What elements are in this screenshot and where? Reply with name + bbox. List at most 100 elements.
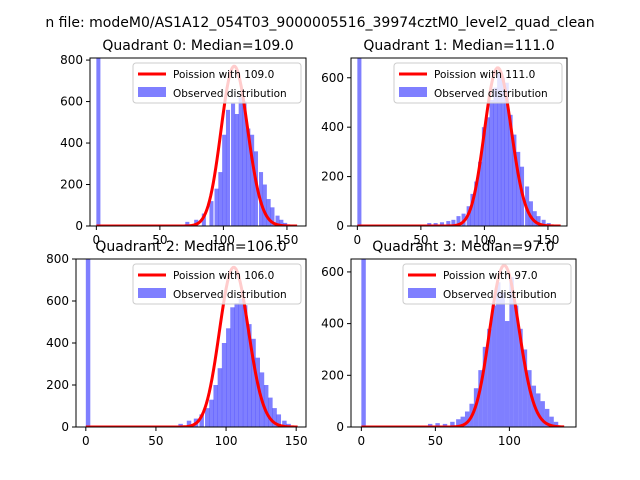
- x-tick-label: 0: [354, 233, 362, 247]
- plot-area: [361, 259, 565, 427]
- axes-frame: [350, 57, 568, 227]
- plot-area: [357, 58, 561, 226]
- histogram-bar: [238, 298, 244, 427]
- poisson-line: [85, 265, 298, 427]
- y-tick-label: 800: [46, 252, 69, 266]
- histogram-bar: [451, 219, 456, 226]
- histogram-bar: [218, 172, 223, 226]
- histogram-bar: [450, 421, 455, 427]
- legend-box: [402, 263, 572, 305]
- x-tick-label: 150: [275, 233, 298, 247]
- legend: Poission with 97.0 Observed distribution: [402, 263, 572, 305]
- histogram-bar: [96, 58, 101, 226]
- legend: Poission with 111.0 Observed distribution: [393, 62, 563, 104]
- y-tick-label: 200: [321, 368, 344, 382]
- subplot-title: Quadrant 1: Median=111.0: [363, 38, 554, 54]
- legend-poisson-label: Poission with 111.0: [434, 69, 535, 81]
- subplot-quadrant-3: Quadrant 3: Median=97.0 0 50 100 0 200 400 600 P…: [321, 239, 577, 448]
- histogram-bar: [516, 151, 521, 226]
- histogram-bar: [361, 259, 366, 427]
- histogram-bar: [85, 259, 91, 427]
- subplot-quadrant-2: Quadrant 2: Median=106.0 0 50 100 150 0 200 400…: [46, 239, 308, 448]
- y-tick-label: 400: [321, 317, 344, 331]
- histogram-bar: [470, 193, 475, 226]
- y-tick-label: 400: [46, 336, 69, 350]
- histogram-bar: [478, 161, 483, 226]
- histogram-bar: [221, 343, 227, 427]
- axes-frame: [89, 57, 307, 227]
- histogram-bar: [217, 368, 223, 427]
- y-tick-label: 600: [321, 71, 344, 85]
- subplot-title: Quadrant 0: Median=109.0: [102, 38, 293, 54]
- y-tick-label: 600: [60, 95, 83, 109]
- histogram-bar: [500, 77, 505, 226]
- histogram-bar: [456, 216, 461, 226]
- histogram-bar: [497, 72, 502, 226]
- y-tick-label: 400: [60, 136, 83, 150]
- histogram-bar: [481, 127, 486, 226]
- histogram-bar: [275, 215, 280, 226]
- histogram-bar: [209, 399, 214, 427]
- legend-histogram-label: Observed distribution: [434, 88, 548, 100]
- y-tick-label: 0: [61, 420, 69, 434]
- x-tick-label: 0: [93, 233, 101, 247]
- histogram-bar: [504, 82, 509, 226]
- histogram-bar: [491, 305, 497, 427]
- histogram-bar: [226, 328, 231, 427]
- histogram-bar: [439, 222, 445, 226]
- histogram-bar: [536, 393, 541, 427]
- x-tick-label: 50: [152, 233, 167, 247]
- histogram-bar: [536, 216, 541, 226]
- histogram-bar: [460, 416, 465, 427]
- histogram-bar: [242, 101, 247, 226]
- histogram-bar: [201, 213, 206, 226]
- histogram-bar: [541, 219, 546, 226]
- histogram-bar: [246, 128, 251, 226]
- y-tick-label: 0: [336, 219, 344, 233]
- y-tick-label: 400: [321, 120, 344, 134]
- histogram-bar: [255, 357, 260, 427]
- axes-frame: [350, 258, 577, 428]
- histogram-bar: [262, 184, 267, 226]
- histogram-bar: [178, 423, 183, 427]
- legend-histogram-swatch: [138, 288, 166, 298]
- histogram-bar: [230, 307, 235, 427]
- histogram-bar: [464, 411, 470, 427]
- histogram-bar: [527, 370, 532, 427]
- histogram-bar: [427, 423, 433, 427]
- x-tick-label: 0: [82, 434, 90, 448]
- histogram-bar: [446, 221, 451, 226]
- histogram-bar: [238, 97, 243, 226]
- histogram-bar: [489, 100, 494, 226]
- x-tick-label: 100: [212, 233, 235, 247]
- x-tick-label: 100: [498, 434, 521, 448]
- x-tick-label: 150: [536, 233, 559, 247]
- histogram-bar: [500, 292, 505, 427]
- y-tick-label: 600: [321, 265, 344, 279]
- legend-poisson-label: Poission with 109.0: [173, 69, 274, 81]
- legend-histogram-label: Observed distribution: [443, 289, 557, 301]
- figure-title: n file: modeM0/AS1A12_054T03_9000005516_…: [45, 15, 594, 31]
- histogram-bar: [266, 199, 271, 226]
- legend-box: [132, 263, 302, 305]
- histogram-bar: [247, 324, 252, 427]
- subplot-title: Quadrant 2: Median=106.0: [95, 239, 286, 255]
- subplot-grid: Quadrant 0: Median=109.0 0 50 100 150 0 200 400…: [46, 38, 577, 448]
- histogram-bar: [482, 346, 488, 427]
- histogram-bar: [528, 201, 533, 226]
- histogram-bar: [231, 103, 236, 226]
- histogram-bar: [199, 414, 204, 427]
- histogram-bar: [185, 221, 190, 226]
- histogram-bar: [209, 201, 214, 226]
- histogram-bar: [518, 328, 523, 427]
- x-tick-label: 100: [215, 434, 238, 448]
- y-tick-label: 0: [75, 219, 83, 233]
- plot-area: [85, 259, 298, 427]
- subplot-quadrant-0: Quadrant 0: Median=109.0 0 50 100 150 0 200 400…: [60, 38, 307, 247]
- histogram-bar: [276, 414, 282, 427]
- histogram-bar: [544, 408, 550, 427]
- histogram-bar: [234, 114, 239, 226]
- histogram-bar: [205, 408, 210, 427]
- histogram-bar: [474, 181, 479, 226]
